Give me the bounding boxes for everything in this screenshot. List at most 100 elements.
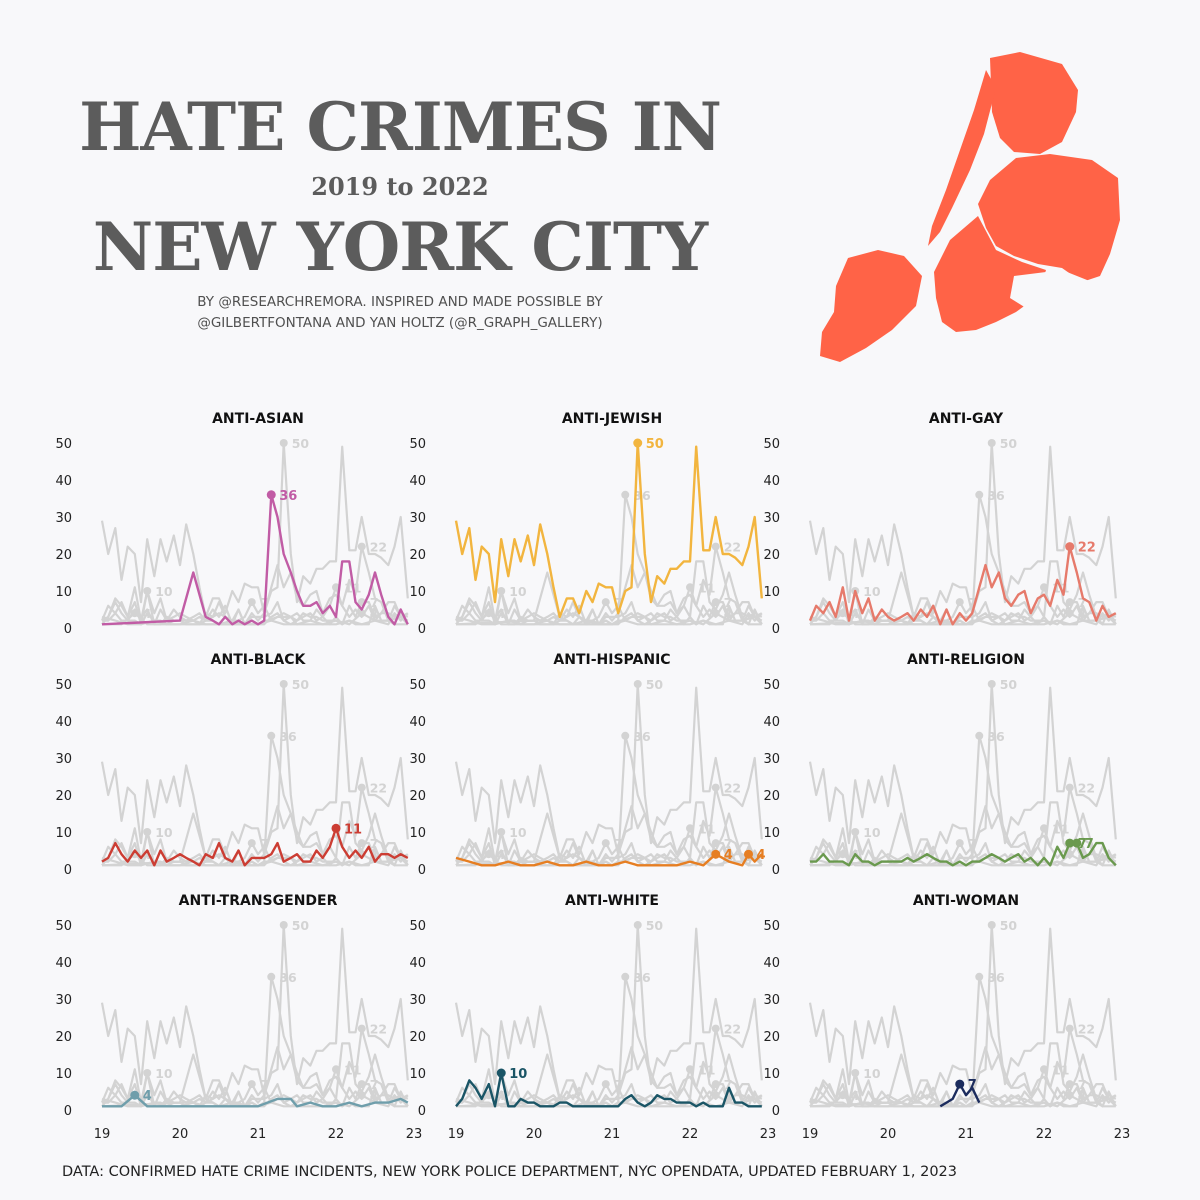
background-peak-label: 11 (698, 1062, 715, 1077)
y-tick-label: 40 (763, 474, 780, 489)
background-peak-label: 50 (292, 918, 310, 933)
background-peak-label: 10 (509, 825, 527, 840)
x-tick-label: 21 (604, 1127, 621, 1142)
panel-anti-transgender: ANTI-TRANSGENDER010203040503650221147107… (55, 893, 422, 1142)
y-tick-label: 10 (763, 1067, 780, 1082)
background-peak-point (1040, 1065, 1048, 1073)
background-peak-label: 50 (646, 677, 664, 692)
background-peak-point (358, 784, 366, 792)
panel-title: ANTI-WOMAN (913, 893, 1019, 909)
background-peak-label: 7 (614, 836, 623, 851)
panel-title: ANTI-RELIGION (907, 652, 1025, 668)
background-peak-label: 22 (370, 781, 387, 796)
y-tick-label: 30 (763, 752, 780, 767)
y-tick-label: 50 (409, 919, 426, 934)
y-tick-label: 20 (763, 789, 780, 804)
background-peak-point (712, 839, 720, 847)
series-peak-point (744, 850, 753, 859)
series-peak-label: 10 (509, 1067, 527, 1082)
background-peak-point (602, 1080, 610, 1088)
background-peak-point (267, 732, 275, 740)
y-tick-label: 10 (409, 1067, 426, 1082)
background-peak-point (956, 598, 964, 606)
background-peak-point (686, 583, 694, 591)
panel-anti-hispanic: ANTI-HISPANIC01020304050365022117410744 (409, 652, 765, 878)
background-peak-point (143, 587, 151, 595)
background-peak-point (975, 732, 983, 740)
background-peak-point (686, 1065, 694, 1073)
background-peak-point (851, 1069, 859, 1077)
background-peak-point (602, 839, 610, 847)
panel-title: ANTI-TRANSGENDER (179, 893, 338, 909)
series-peak-point (497, 1069, 506, 1078)
y-tick-label: 20 (409, 548, 426, 563)
series-peak-label: 4 (757, 848, 766, 863)
background-peak-label: 11 (344, 1062, 361, 1077)
background-peak-label: 22 (724, 1022, 741, 1037)
panel-anti-asian: ANTI-ASIAN0102030405050221147410736 (55, 411, 407, 637)
series-peak-point (1065, 542, 1074, 551)
series-peak-label: 7 (1085, 837, 1094, 852)
y-tick-label: 50 (55, 678, 72, 693)
y-tick-label: 0 (64, 622, 72, 637)
series-peak-point (955, 1080, 964, 1089)
background-peak-point (248, 839, 256, 847)
series-peak-point (130, 1091, 139, 1100)
series-peak-point (267, 490, 276, 499)
y-tick-label: 10 (409, 585, 426, 600)
background-peak-point (712, 1025, 720, 1033)
small-multiples-chart: ANTI-ASIAN 0 10 20 30 40 50 50 22 11 4 7 4 10 7 36 ANTI-… (0, 0, 1200, 1150)
background-peak-point (712, 543, 720, 551)
background-peak-label: 22 (724, 781, 741, 796)
series-peak-label: 22 (1078, 541, 1096, 556)
series-peak-point (332, 824, 341, 833)
series-peak-label: 4 (143, 1089, 152, 1104)
series-peak-label: 7 (968, 1078, 977, 1093)
background-peak-point (332, 1065, 340, 1073)
background-peak-label: 50 (1000, 677, 1018, 692)
background-peak-label: 10 (863, 584, 881, 599)
background-peak-point (988, 921, 996, 929)
series-peak-point (633, 439, 642, 448)
background-peak-label: 11 (1052, 1062, 1069, 1077)
x-tick-label: 23 (406, 1127, 423, 1142)
background-peak-point (358, 1025, 366, 1033)
series-peak-label: 11 (344, 822, 362, 837)
background-peak-point (143, 828, 151, 836)
y-tick-label: 0 (772, 863, 780, 878)
y-tick-label: 10 (409, 826, 426, 841)
background-peak-label: 7 (260, 836, 269, 851)
background-peak-point (1040, 824, 1048, 832)
panel-anti-woman: ANTI-WOMAN010203040503650221147410719202… (763, 893, 1130, 1142)
background-peak-point (143, 1069, 151, 1077)
background-peak-label: 50 (1000, 436, 1018, 451)
y-tick-label: 10 (763, 826, 780, 841)
panel-title: ANTI-ASIAN (212, 411, 304, 427)
y-tick-label: 40 (763, 715, 780, 730)
background-peak-label: 22 (370, 540, 387, 555)
background-peak-point (267, 973, 275, 981)
y-tick-label: 10 (55, 1067, 72, 1082)
y-tick-label: 20 (409, 1030, 426, 1045)
y-tick-label: 30 (763, 511, 780, 526)
series-peak-label: 36 (279, 489, 297, 504)
background-peak-label: 50 (292, 436, 310, 451)
y-tick-label: 40 (409, 715, 426, 730)
background-peak-point (1066, 1080, 1074, 1088)
x-tick-label: 20 (526, 1127, 543, 1142)
background-peak-point (1040, 583, 1048, 591)
background-peak-point (280, 680, 288, 688)
background-peak-point (621, 491, 629, 499)
panel-anti-gay: ANTI-GAY0102030405036501147410722 (763, 411, 1115, 637)
panel-title: ANTI-HISPANIC (553, 652, 670, 668)
x-tick-label: 19 (802, 1127, 819, 1142)
background-peak-point (975, 973, 983, 981)
y-tick-label: 20 (55, 789, 72, 804)
y-tick-label: 20 (763, 1030, 780, 1045)
y-tick-label: 0 (772, 1104, 780, 1119)
x-tick-label: 22 (682, 1127, 699, 1142)
y-tick-label: 30 (55, 993, 72, 1008)
background-peak-label: 11 (698, 821, 715, 836)
series-peak-label: 50 (646, 437, 664, 452)
y-tick-label: 0 (64, 863, 72, 878)
